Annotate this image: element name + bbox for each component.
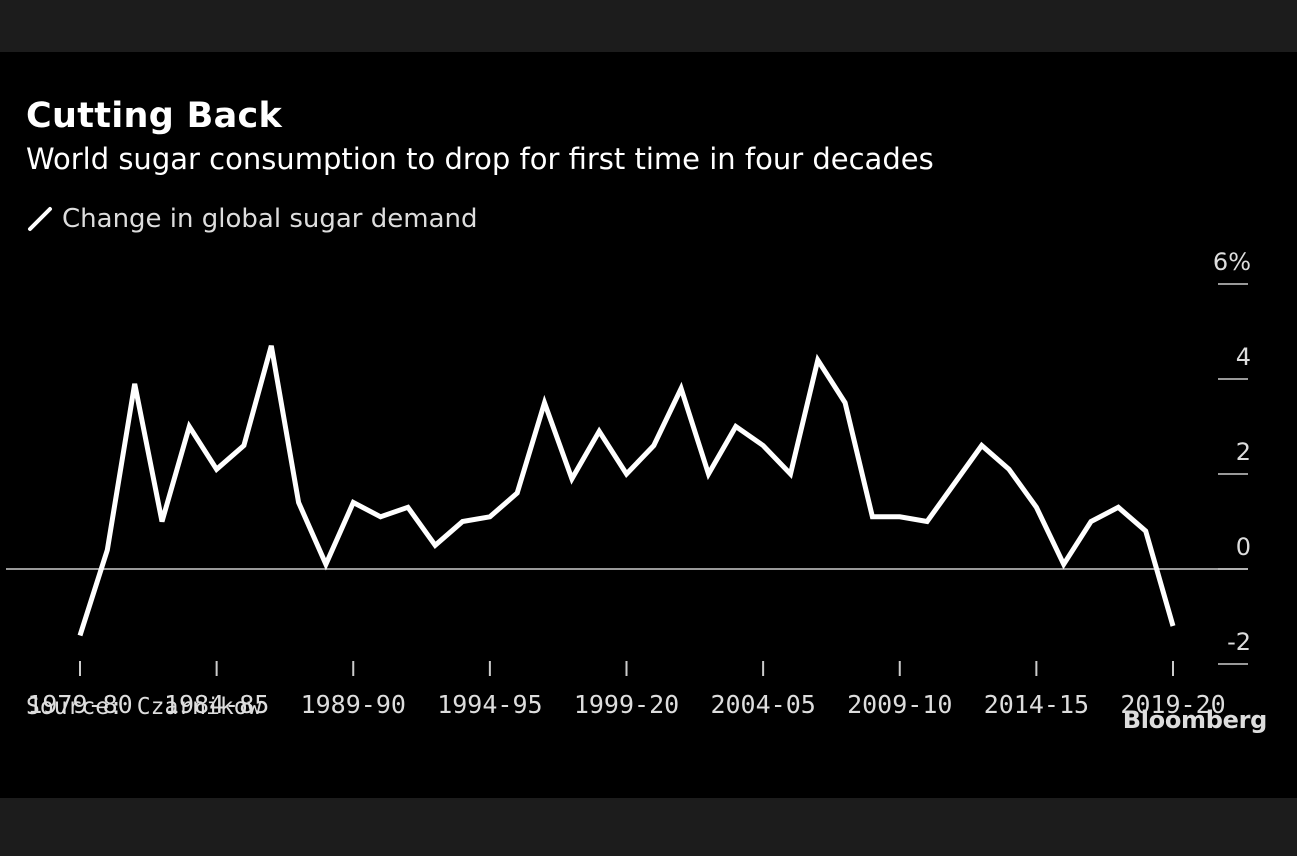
legend-line-icon [28,207,52,231]
bloomberg-logo: Bloomberg [1122,706,1268,734]
y-tick-label: 2 [1236,438,1251,466]
x-tick-label: 1994-95 [437,690,542,719]
x-tick-label: 2004-05 [710,690,815,719]
y-tick-label: 0 [1236,533,1251,561]
y-tick-label: 6% [1213,248,1251,276]
series-line-sugar-demand [77,345,1176,637]
y-tick-label: -2 [1227,628,1251,656]
x-tick-label: 2009-10 [847,690,952,719]
x-tick-label: 1999-20 [574,690,679,719]
source-note: Source: Czarnikow [26,694,262,720]
x-tick-label: 2014-15 [984,690,1089,719]
x-tick-label: 1989-90 [301,690,406,719]
legend-label: Change in global sugar demand [62,204,478,234]
chart-title: Cutting Back [26,96,283,136]
x-tick-label: 1979-80 [27,690,132,719]
x-tick-label: 1984-85 [164,690,269,719]
chart-subtitle: World sugar consumption to drop for firs… [26,142,934,176]
x-tick-label: 2019-20 [1120,690,1225,719]
chart-legend: Change in global sugar demand [26,204,478,234]
y-tick-label: 4 [1236,343,1251,371]
